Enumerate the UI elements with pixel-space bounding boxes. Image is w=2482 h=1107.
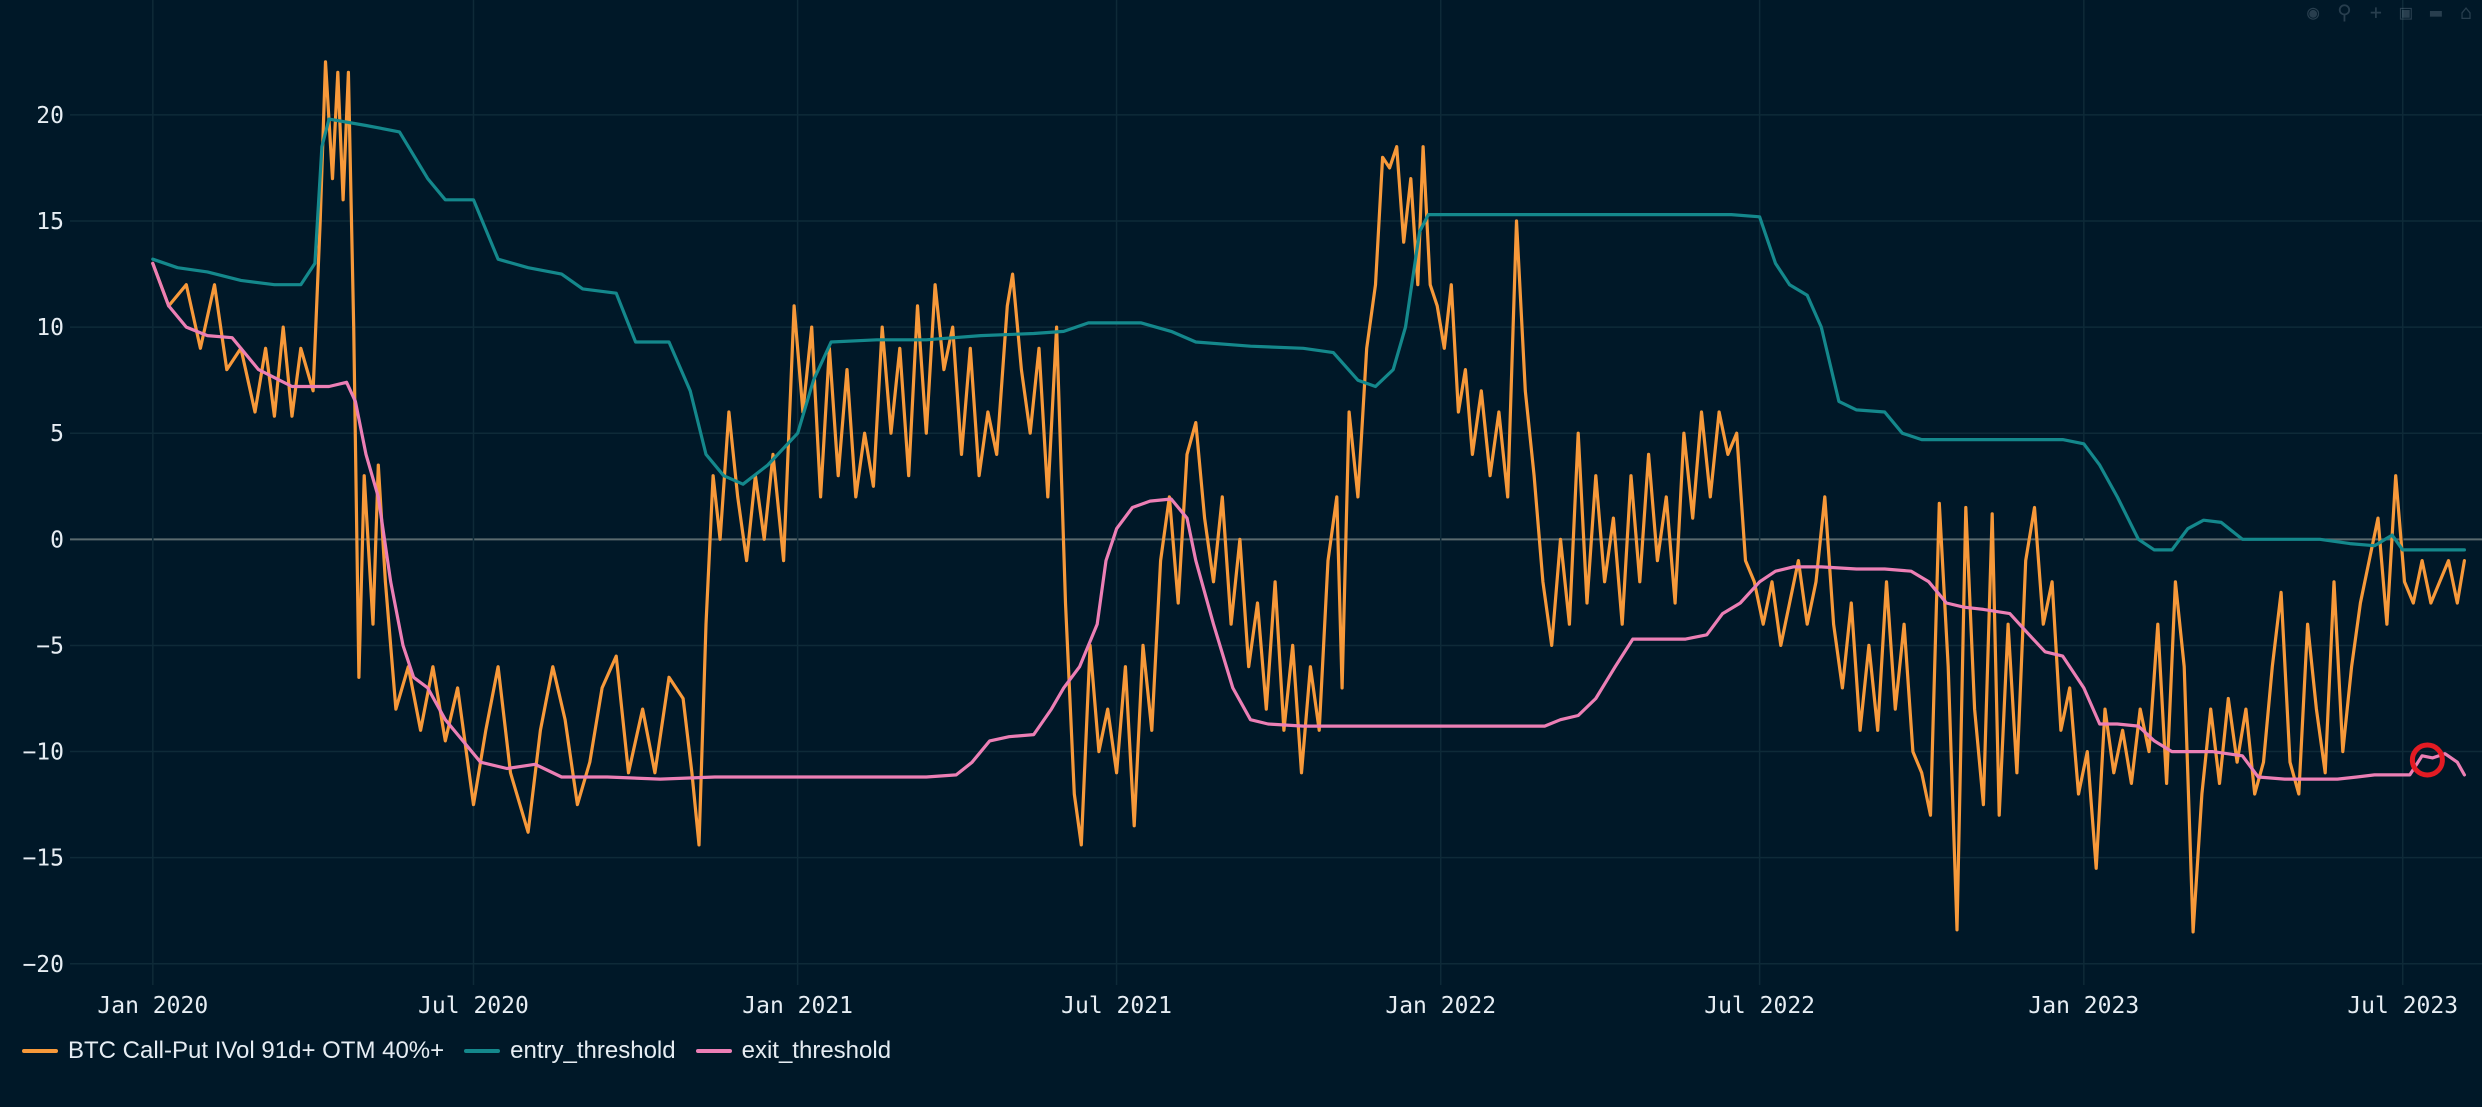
series-line-2 bbox=[151, 261, 2466, 781]
annotation-group bbox=[2409, 742, 2445, 778]
x-tick-label: Jul 2021 bbox=[1061, 993, 1172, 1019]
grid-lines bbox=[70, 0, 2482, 985]
series-group bbox=[151, 60, 2466, 934]
y-tick-label: −20 bbox=[22, 952, 64, 978]
y-tick-label: −15 bbox=[22, 846, 64, 872]
legend-item-exit[interactable]: exit_threshold bbox=[695, 1037, 892, 1065]
x-tick-label: Jul 2020 bbox=[418, 993, 529, 1019]
x-tick-label: Jan 2023 bbox=[2028, 993, 2139, 1019]
y-axis: 20 15 10 5 0 −5 −10 −15 −20 bbox=[22, 103, 64, 978]
legend-swatch-btc bbox=[22, 1049, 58, 1053]
legend-item-entry[interactable]: entry_threshold bbox=[464, 1037, 676, 1065]
box-icon[interactable]: ▣ bbox=[2399, 0, 2412, 24]
annotation-circle bbox=[2409, 742, 2445, 778]
series-line-0 bbox=[151, 60, 2466, 934]
x-tick-label: Jan 2022 bbox=[1385, 993, 1496, 1019]
y-tick-label: −5 bbox=[36, 633, 64, 659]
x-tick-label: Jul 2022 bbox=[1704, 993, 1815, 1019]
legend-swatch-entry bbox=[464, 1049, 501, 1053]
x-tick-label: Jan 2020 bbox=[97, 993, 208, 1019]
camera-icon[interactable]: ◉ bbox=[2307, 0, 2320, 24]
x-tick-label: Jul 2023 bbox=[2347, 993, 2458, 1019]
home-icon[interactable]: ⌂ bbox=[2459, 0, 2472, 24]
x-axis: Jan 2020 Jul 2020 Jan 2021 Jul 2021 Jan 2022… bbox=[97, 993, 2458, 1019]
legend-swatch-exit bbox=[695, 1049, 732, 1053]
y-tick-label: 5 bbox=[50, 421, 64, 447]
chart-toolbar[interactable]: ◉ ⚲ + ▣ ▬ ⌂ bbox=[2307, 0, 2472, 24]
zoom-icon[interactable]: ⚲ bbox=[2337, 0, 2352, 24]
series-line-1 bbox=[151, 117, 2466, 552]
legend-label-exit: exit_threshold bbox=[741, 1037, 892, 1064]
x-tick-label: Jan 2021 bbox=[742, 993, 853, 1019]
legend-label-entry: entry_threshold bbox=[510, 1037, 676, 1064]
minus-icon[interactable]: ▬ bbox=[2429, 0, 2442, 24]
legend-label-btc: BTC Call-Put IVol 91d+ OTM 40%+ bbox=[68, 1037, 445, 1064]
y-tick-label: 15 bbox=[36, 209, 64, 235]
y-tick-label: −10 bbox=[22, 740, 64, 766]
legend: BTC Call-Put IVol 91d+ OTM 40%+ entry_th… bbox=[22, 1037, 891, 1065]
plus-icon[interactable]: + bbox=[2369, 0, 2382, 24]
y-tick-label: 0 bbox=[50, 527, 64, 553]
y-tick-label: 10 bbox=[36, 315, 64, 341]
legend-item-btc[interactable]: BTC Call-Put IVol 91d+ OTM 40%+ bbox=[22, 1037, 444, 1065]
y-tick-label: 20 bbox=[36, 103, 64, 129]
